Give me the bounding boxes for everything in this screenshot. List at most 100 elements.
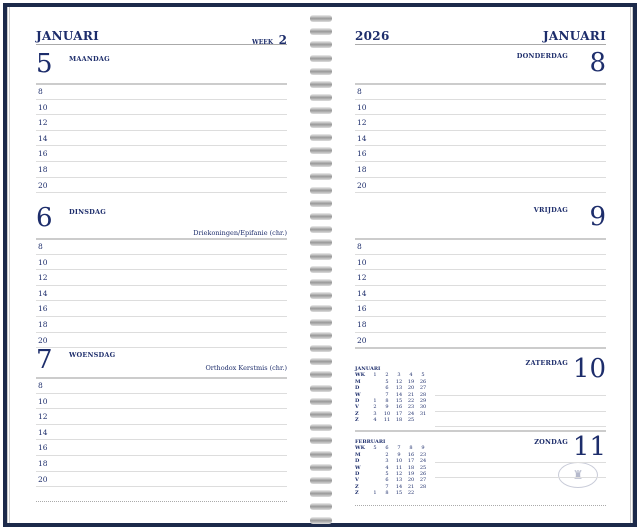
mini-calendar-cell: 14 [395,483,403,490]
hour-line [36,114,287,116]
mini-calendar-cell: 28 [419,391,427,398]
spiral-ring [310,331,332,339]
spiral-ring [310,411,332,418]
spiral-ring [310,160,332,168]
spiral-ring [310,305,332,313]
right-page: 2026 JANUARI DONDERDAG 8 VRIJDAG 9 ZATER… [335,7,633,523]
spiral-ring [310,516,332,524]
day-name: DONDERDAG [516,52,568,60]
week-label: WEEK [251,39,274,46]
spiral-ring [310,252,332,260]
mini-calendar-cell: 12 [395,471,403,478]
spiral-ring [310,173,332,181]
spiral-ring [310,28,332,36]
page-bottom-dots [355,505,606,506]
spiral-ring [310,133,332,141]
mini-calendar-row: V 2 9 16 23 30 [355,404,429,410]
hour-line [36,192,287,194]
mini-calendar-grid: WK 1 2 3 4 5 M 5 12 19 26 D 6 13 20 27 W 7 14 21 28 D 1 8 15 22 29… [355,372,429,423]
mini-calendar-row: Z 4 11 18 25 [355,417,429,423]
mini-calendar-cell: 5 [385,471,389,478]
mini-calendar-cell: 4 [385,464,389,471]
mini-calendar-cell: W [355,464,361,471]
day-number: 11 [572,432,606,462]
mini-calendar-cell: 9 [421,445,425,452]
hour-slot-16: 16 [357,149,367,159]
note-line [435,395,606,396]
day-number: 6 [36,203,53,233]
mini-calendar-cell: 1 [373,372,377,379]
mini-calendar-cell: 21 [407,391,415,398]
year-title: 2026 [355,29,390,43]
mini-calendar-row: W 7 14 21 28 [355,392,429,398]
note-line [435,462,606,463]
hour-line [36,269,287,271]
spiral-ring [310,186,332,194]
mini-calendar-cell: D [355,458,360,465]
day-name: WOENSDAG [69,351,116,359]
hour-slot-20: 20 [38,180,48,190]
hour-slot-20: 20 [38,335,48,345]
page-bottom-dots [36,501,287,502]
mini-calendar-cell: 3 [397,372,401,379]
hour-slot-16: 16 [38,443,48,453]
note-line [435,477,606,478]
mini-calendar-cell: WK [355,372,365,379]
month-title: JANUARI [36,29,100,43]
spiral-ring [310,477,332,484]
mini-calendar-title: FEBRUARI [355,439,386,445]
block-divider [36,377,287,379]
hour-slot-8: 8 [357,242,362,251]
mini-calendar-grid: WK 5 6 7 8 9 M 2 9 16 23 D 3 10 17 24 W 4 11 18 25 D 5 12 19 26 V 6… [355,445,429,496]
mini-calendar-cell: 16 [395,404,403,411]
month-title: JANUARI [542,29,606,43]
spiral-ring [310,345,332,352]
spiral-ring [310,213,332,220]
mini-calendar-januari: JANUARI WK 1 2 3 4 5 M 5 12 19 26 D 6 13 20 27 W 7 14 21 28 D 1… [355,366,429,424]
spiral-binding [305,7,335,524]
spiral-ring [310,358,332,366]
mini-calendar-cell: 18 [407,464,415,471]
spiral-ring [310,226,332,234]
mini-calendar-cell: 23 [419,451,427,458]
spiral-ring [310,397,332,405]
hour-line [36,392,287,394]
hour-line [355,192,606,194]
spiral-ring [310,384,332,392]
mini-calendar-cell: 16 [407,451,415,458]
mini-calendar-cell: 8 [409,445,413,452]
mini-calendar-cell: 10 [395,458,403,465]
mini-calendar-cell: 29 [419,398,427,405]
hour-line [36,470,287,472]
hour-line [355,300,606,302]
mini-calendar-cell: 28 [419,483,427,490]
mini-calendar-row: WK 5 6 7 8 9 [355,445,429,451]
mini-calendar-row: D 5 12 19 26 [355,471,429,477]
block-divider [355,430,606,432]
hour-line [355,316,606,317]
mini-calendar-cell [417,417,429,423]
mini-calendar-row: D 1 8 15 22 29 [355,398,429,404]
hour-slot-12: 12 [357,118,367,128]
mini-calendar-cell: 22 [407,490,415,497]
hour-line [36,423,287,425]
mini-calendar-cell: 27 [419,385,427,392]
hour-line [355,161,606,162]
mini-calendar-cell: 1 [373,490,377,497]
hour-line [36,439,287,441]
mini-calendar-cell: 18 [395,417,403,424]
mini-calendar-cell: Z [355,490,359,497]
mini-calendar-cell: D [355,398,360,405]
note-line [435,411,606,412]
hour-slot-18: 18 [38,459,48,468]
hour-line [355,176,606,178]
mini-calendar-cell: 8 [385,398,389,405]
hour-line [36,300,287,302]
mini-calendar-cell: 31 [419,410,427,417]
mini-calendar-cell: 10 [383,410,391,417]
mini-calendar-row: WK 1 2 3 4 5 [355,372,429,378]
mini-calendar-cell: 4 [373,417,377,424]
mini-calendar-cell: 11 [395,464,403,471]
block-divider [355,347,606,349]
spiral-ring [310,199,332,207]
